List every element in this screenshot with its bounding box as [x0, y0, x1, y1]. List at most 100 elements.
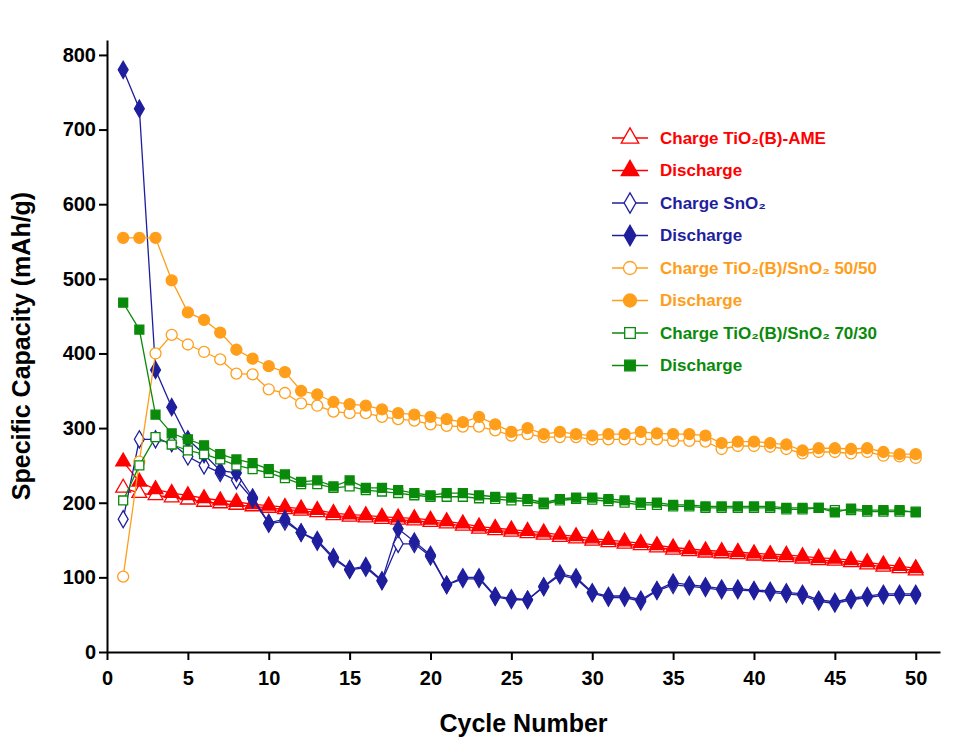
marker — [652, 581, 662, 598]
marker — [523, 591, 533, 608]
marker — [280, 470, 289, 479]
tick: 200 — [63, 492, 107, 514]
tick-label: 800 — [63, 44, 96, 66]
marker — [523, 591, 533, 608]
legend-label: Discharge — [660, 161, 742, 180]
tick-mark — [99, 577, 107, 579]
legend-marker — [624, 193, 636, 213]
legend-entry: Charge TiO₂(B)/SnO₂ 50/50 — [612, 259, 877, 278]
marker — [732, 436, 743, 447]
marker — [911, 507, 920, 516]
marker — [439, 513, 454, 526]
marker — [878, 585, 888, 602]
marker — [490, 419, 501, 430]
marker — [264, 514, 274, 531]
legend-marker — [623, 294, 636, 307]
x-axis: 05101520253035404550 — [102, 652, 941, 689]
legend-entry: Charge TiO₂(B)-AME — [612, 128, 826, 148]
marker — [587, 584, 597, 601]
marker — [847, 504, 856, 513]
marker — [200, 450, 209, 459]
marker — [229, 493, 244, 506]
marker — [345, 476, 354, 485]
tick-mark — [915, 652, 917, 660]
y-axis-title: Specific Capacity (mAh/g) — [7, 192, 35, 500]
marker — [310, 502, 325, 515]
marker — [345, 561, 355, 578]
legend-entry: Charge SnO₂ — [612, 193, 766, 213]
marker — [617, 533, 632, 546]
tick: 0 — [85, 641, 107, 663]
marker — [814, 503, 823, 512]
marker — [377, 572, 387, 589]
marker — [279, 388, 290, 399]
marker — [701, 578, 711, 595]
marker — [862, 443, 873, 454]
tick-label: 50 — [905, 667, 927, 689]
marker — [328, 396, 339, 407]
series-line — [123, 437, 916, 512]
marker — [894, 449, 905, 460]
marker — [748, 436, 759, 447]
marker — [520, 523, 535, 536]
marker — [846, 443, 857, 454]
tick-label: 500 — [63, 268, 96, 290]
tick-label: 200 — [63, 492, 96, 514]
marker — [231, 344, 242, 355]
marker — [571, 569, 581, 586]
marker — [248, 489, 258, 506]
axis-line — [108, 652, 941, 654]
tick-mark — [511, 652, 513, 660]
legend-marker — [625, 328, 636, 339]
tick: 25 — [501, 652, 523, 689]
marker — [457, 417, 468, 428]
marker — [199, 346, 210, 357]
tick-label: 600 — [63, 193, 96, 215]
marker — [506, 590, 516, 607]
marker — [749, 582, 759, 599]
marker — [164, 484, 179, 497]
marker — [811, 549, 826, 562]
marker — [360, 400, 371, 411]
marker — [183, 446, 192, 455]
marker — [135, 461, 144, 470]
tick-mark — [99, 129, 107, 131]
marker — [197, 490, 212, 503]
tick-mark — [99, 353, 107, 355]
marker — [167, 429, 176, 438]
marker — [636, 498, 645, 507]
tick: 5 — [183, 652, 194, 689]
tick: 50 — [905, 652, 927, 689]
marker — [911, 585, 921, 602]
tick-mark — [99, 54, 107, 56]
marker — [747, 545, 762, 558]
marker — [215, 327, 226, 338]
marker — [182, 307, 193, 318]
legend-entry: Discharge — [612, 225, 742, 245]
marker — [263, 361, 274, 372]
marker — [716, 438, 727, 449]
marker — [814, 503, 823, 512]
marker — [231, 368, 242, 379]
marker — [539, 578, 549, 595]
tick-mark — [99, 428, 107, 430]
series-line — [123, 335, 916, 577]
marker — [504, 521, 519, 534]
marker — [216, 450, 225, 459]
marker — [426, 491, 435, 500]
marker — [423, 511, 438, 524]
series-group — [116, 61, 923, 612]
marker — [682, 540, 697, 553]
marker — [863, 506, 872, 515]
marker — [247, 369, 258, 380]
marker — [344, 399, 355, 410]
marker — [167, 440, 176, 449]
marker — [892, 558, 907, 571]
tick: 600 — [63, 193, 107, 215]
marker — [490, 588, 500, 605]
marker — [795, 548, 810, 561]
marker — [488, 520, 503, 533]
marker — [717, 580, 727, 597]
marker — [458, 569, 468, 586]
marker — [409, 409, 420, 420]
